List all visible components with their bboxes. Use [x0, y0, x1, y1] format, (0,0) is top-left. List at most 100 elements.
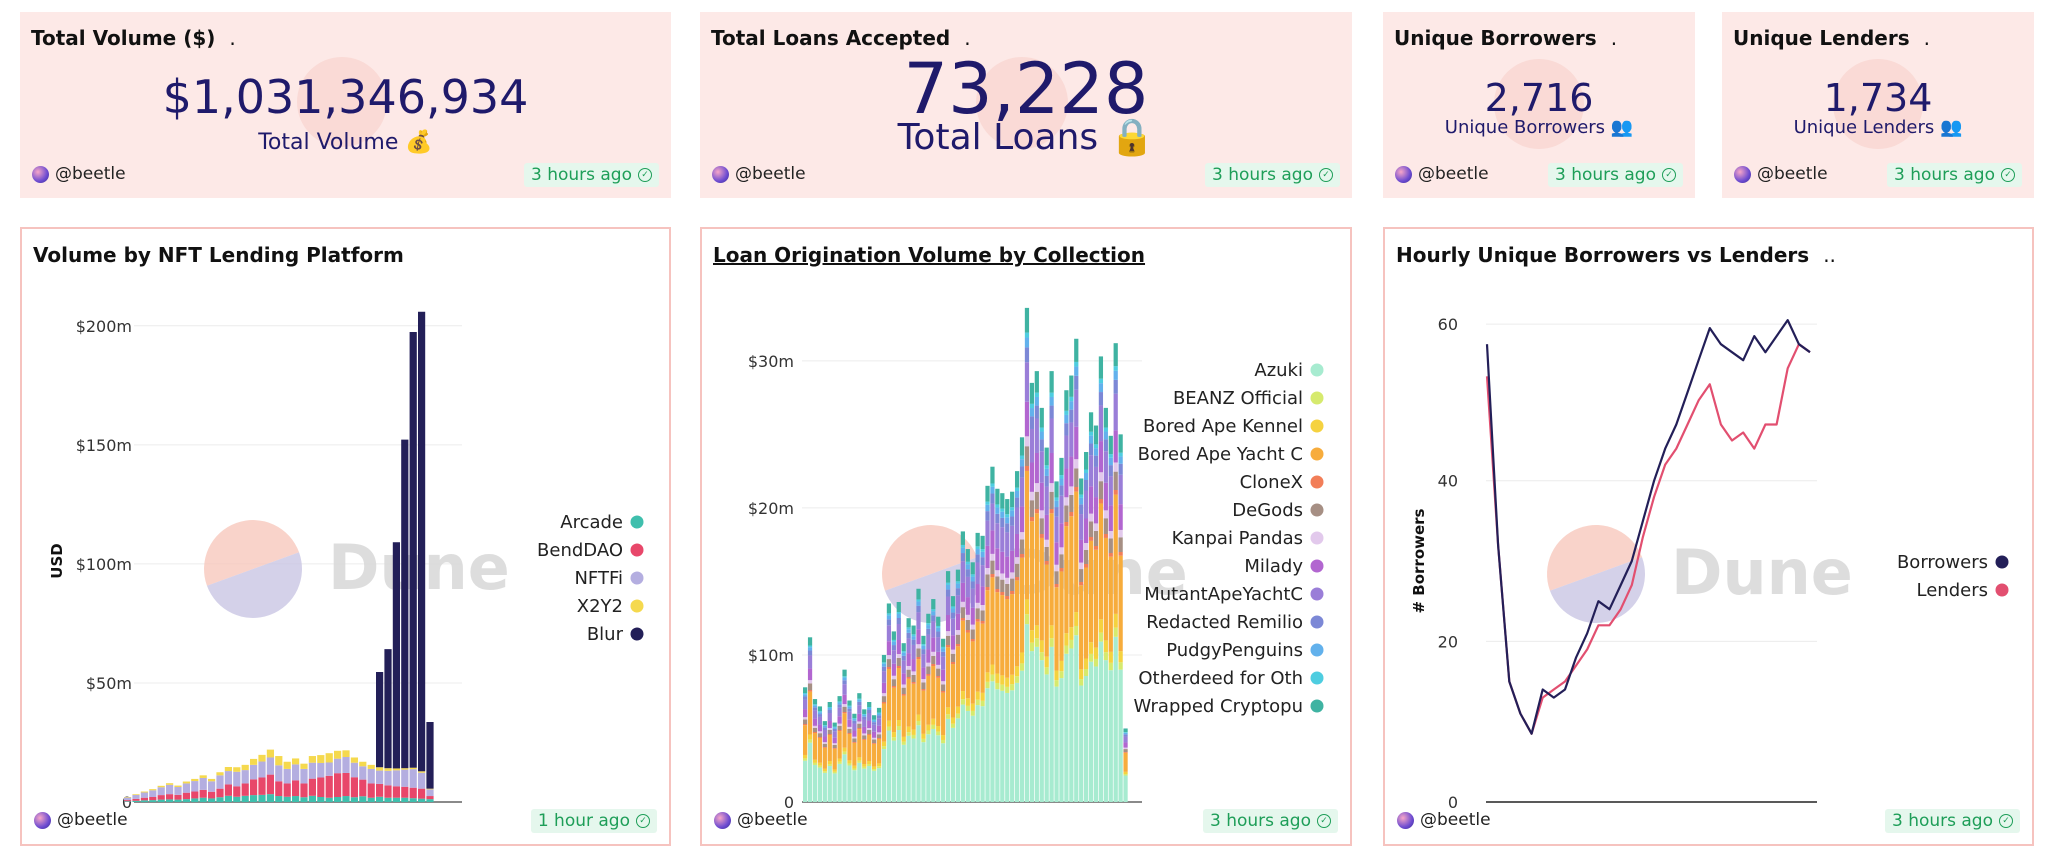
- bar-segment: [985, 688, 990, 802]
- bar-segment: [842, 712, 847, 714]
- bar-segment: [224, 795, 232, 802]
- bar-segment: [1118, 529, 1123, 538]
- bar-segment: [1034, 452, 1039, 484]
- author-link[interactable]: @beetle: [1397, 810, 1491, 830]
- updated-badge: 3 hours ago ✓: [1202, 809, 1338, 833]
- bar-segment: [283, 768, 291, 784]
- bar-segment: [896, 720, 901, 726]
- legend-swatch: [1310, 615, 1324, 629]
- bar-segment: [401, 769, 409, 787]
- bar-segment: [842, 751, 847, 755]
- bar-segment: [1108, 553, 1113, 557]
- bar-segment: [872, 720, 877, 723]
- bar-segment: [1074, 468, 1079, 487]
- card-title-link[interactable]: Loan Origination Volume by Collection: [713, 243, 1146, 267]
- bar-segment: [926, 623, 931, 626]
- bar-segment: [1079, 669, 1084, 680]
- bar-segment: [1103, 660, 1108, 802]
- bar-segment: [199, 775, 207, 778]
- bar-segment: [876, 718, 882, 726]
- author-link[interactable]: @beetle: [712, 164, 806, 184]
- card-title[interactable]: Unique Borrowers.: [1394, 26, 1618, 50]
- bar-segment: [1014, 471, 1020, 488]
- bar-segment: [1034, 509, 1039, 514]
- bar-segment: [876, 707, 882, 713]
- bar-segment: [1054, 584, 1059, 588]
- bar-segment: [1039, 431, 1044, 440]
- bar-segment: [812, 710, 818, 719]
- author-link[interactable]: @beetle: [34, 810, 128, 830]
- card-title[interactable]: Volume by NFT Lending Platform: [33, 243, 404, 267]
- bar-segment: [1024, 362, 1030, 402]
- bar-segment: [1010, 684, 1015, 691]
- bar-segment: [1024, 337, 1030, 348]
- author-link[interactable]: @beetle: [1734, 164, 1828, 184]
- card-title[interactable]: Total Volume ($).: [31, 26, 236, 50]
- bar-segment: [342, 757, 350, 773]
- bar-segment: [208, 781, 216, 792]
- watermark-logo-bottom: [206, 552, 302, 618]
- bar-segment: [1044, 674, 1049, 802]
- bar-segment: [926, 613, 931, 624]
- bar-segment: [950, 723, 956, 728]
- bar-segment: [174, 794, 182, 800]
- bar-segment: [837, 701, 842, 703]
- bar-segment: [812, 705, 818, 708]
- bar-segment: [1049, 418, 1054, 453]
- bar-segment: [926, 674, 931, 676]
- legend-swatch: [630, 543, 644, 557]
- author-link[interactable]: @beetle: [1395, 164, 1489, 184]
- bar-segment: [1034, 513, 1039, 626]
- bar-segment: [367, 768, 375, 784]
- bar-segment: [1118, 474, 1123, 505]
- bar-segment: [985, 681, 990, 689]
- y-tick-label: 60: [1438, 315, 1458, 334]
- bar-segment: [1123, 742, 1128, 748]
- bar-segment: [1123, 749, 1128, 752]
- bar-segment: [950, 612, 956, 619]
- bar-segment: [1079, 569, 1084, 582]
- bar-segment: [960, 547, 965, 554]
- bar-segment: [857, 762, 862, 802]
- bar-segment: [847, 728, 852, 733]
- bar-segment: [941, 735, 946, 740]
- bar-segment: [812, 733, 818, 760]
- bar-segment: [950, 606, 956, 609]
- bar-segment: [1014, 557, 1020, 564]
- card-title[interactable]: Total Loans Accepted.: [711, 26, 971, 50]
- bar-segment: [941, 669, 946, 682]
- bar-segment: [258, 754, 266, 762]
- bar-segment: [283, 796, 291, 802]
- card-title[interactable]: Unique Lenders.: [1733, 26, 1930, 50]
- bar-segment: [837, 704, 842, 708]
- bar-segment: [941, 648, 946, 652]
- author-link[interactable]: @beetle: [714, 810, 808, 830]
- author-link[interactable]: @beetle: [32, 164, 126, 184]
- bar-segment: [842, 676, 847, 678]
- bar-segment: [842, 706, 847, 712]
- bar-segment: [906, 629, 911, 633]
- bar-segment: [384, 797, 392, 802]
- bar-segment: [817, 762, 823, 766]
- bar-segment: [1049, 509, 1054, 514]
- bar-segment: [852, 770, 857, 802]
- bar-segment: [970, 703, 975, 711]
- bar-segment: [945, 589, 951, 597]
- bar-segment: [872, 743, 877, 744]
- bar-segment: [1014, 507, 1020, 534]
- bar-segment: [945, 645, 951, 648]
- bar-segment: [911, 734, 916, 739]
- bar-segment: [906, 618, 911, 628]
- bar-segment: [1044, 667, 1049, 675]
- bar-segment: [906, 632, 911, 639]
- bar-segment: [1024, 624, 1030, 802]
- bar-segment: [926, 724, 931, 731]
- bar-segment: [250, 779, 258, 796]
- bar-segment: [847, 705, 852, 707]
- bar-segment: [872, 722, 877, 725]
- bar-segment: [876, 732, 882, 735]
- card-title[interactable]: Hourly Unique Borrowers vs Lenders..: [1396, 243, 1836, 267]
- bar-segment: [1064, 633, 1069, 646]
- y-tick-label: 40: [1438, 472, 1458, 491]
- bar-segment: [837, 763, 842, 802]
